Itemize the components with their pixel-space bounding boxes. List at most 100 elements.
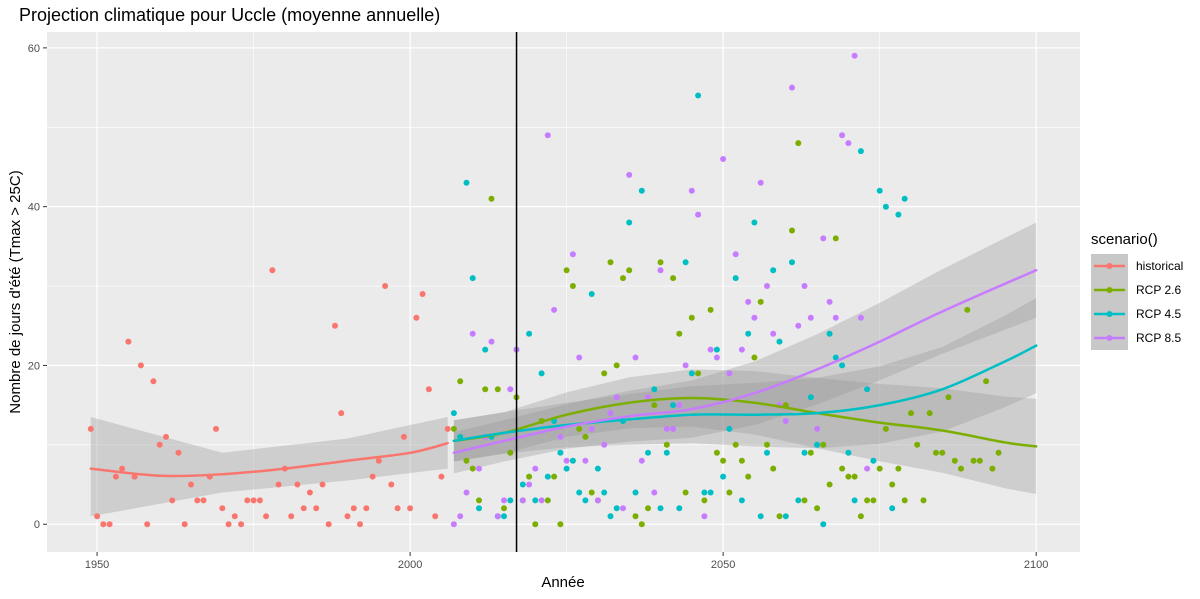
data-point bbox=[951, 457, 958, 464]
data-point bbox=[826, 298, 833, 305]
data-point bbox=[557, 433, 564, 440]
data-point bbox=[926, 410, 933, 417]
data-point bbox=[751, 219, 758, 226]
data-point bbox=[832, 354, 839, 361]
data-point bbox=[795, 497, 802, 504]
data-point bbox=[225, 521, 232, 528]
data-point bbox=[563, 267, 570, 274]
data-point bbox=[707, 306, 714, 313]
data-point bbox=[657, 259, 664, 266]
data-point bbox=[676, 505, 683, 512]
data-point bbox=[657, 505, 664, 512]
data-point bbox=[457, 513, 464, 520]
data-point bbox=[795, 322, 802, 329]
data-point bbox=[757, 298, 764, 305]
data-point bbox=[751, 314, 758, 321]
data-point bbox=[745, 330, 752, 337]
data-point bbox=[150, 378, 157, 385]
data-point bbox=[807, 394, 814, 401]
data-point bbox=[526, 473, 533, 480]
data-point bbox=[357, 521, 363, 528]
data-point bbox=[789, 227, 795, 234]
data-point bbox=[620, 275, 626, 282]
data-point bbox=[701, 489, 708, 496]
data-point bbox=[638, 457, 645, 464]
data-point bbox=[864, 465, 871, 472]
data-point bbox=[137, 362, 144, 369]
data-point bbox=[551, 473, 558, 480]
data-point bbox=[169, 497, 176, 504]
data-point bbox=[857, 314, 864, 321]
chart-title: Projection climatique pour Uccle (moyenn… bbox=[19, 5, 440, 25]
data-point bbox=[732, 275, 739, 282]
x-axis: 1950 2000 2050 2100 bbox=[85, 552, 1048, 571]
data-point bbox=[432, 513, 439, 520]
data-point bbox=[958, 465, 964, 472]
data-point bbox=[482, 386, 489, 393]
data-point bbox=[876, 465, 883, 472]
data-point bbox=[701, 513, 708, 520]
plot-panel bbox=[47, 32, 1080, 552]
confidence-band bbox=[90, 417, 448, 517]
legend-title: scenario() bbox=[1091, 231, 1158, 248]
data-point bbox=[519, 497, 526, 504]
data-point bbox=[463, 489, 470, 496]
data-point bbox=[983, 378, 990, 385]
data-point bbox=[263, 513, 270, 520]
data-point bbox=[832, 314, 839, 321]
data-point bbox=[726, 489, 733, 496]
data-point bbox=[632, 354, 639, 361]
data-point bbox=[438, 473, 445, 480]
data-point bbox=[94, 513, 101, 520]
data-point bbox=[106, 521, 113, 528]
data-point bbox=[864, 386, 871, 393]
data-point bbox=[670, 425, 677, 432]
y-axis: 0 20 40 60 bbox=[28, 43, 47, 531]
data-point bbox=[695, 211, 702, 218]
legend-label: historical bbox=[1136, 259, 1183, 273]
data-point bbox=[789, 84, 795, 91]
data-point bbox=[707, 489, 714, 496]
data-point bbox=[770, 267, 777, 274]
data-point bbox=[338, 410, 345, 417]
data-point bbox=[594, 465, 601, 472]
legend-key-point bbox=[1106, 335, 1113, 341]
data-point bbox=[682, 362, 689, 369]
data-point bbox=[745, 298, 752, 305]
data-point bbox=[676, 402, 683, 409]
grid-minor bbox=[47, 32, 1080, 552]
data-point bbox=[469, 275, 476, 282]
data-point bbox=[738, 497, 745, 504]
data-point bbox=[463, 457, 470, 464]
data-point bbox=[713, 449, 720, 456]
confidence-band bbox=[453, 222, 1037, 474]
data-point bbox=[901, 497, 908, 504]
data-point bbox=[582, 433, 589, 440]
data-point bbox=[920, 497, 927, 504]
legend-label: RCP 4.5 bbox=[1136, 307, 1181, 321]
data-point bbox=[382, 283, 389, 289]
data-point bbox=[745, 473, 752, 480]
data-point bbox=[670, 275, 677, 282]
data-point bbox=[450, 410, 457, 417]
data-point bbox=[726, 370, 733, 377]
data-point bbox=[764, 283, 770, 289]
data-point bbox=[601, 489, 608, 496]
data-point bbox=[839, 132, 846, 139]
data-point bbox=[707, 346, 714, 353]
data-point bbox=[476, 497, 482, 504]
data-point bbox=[738, 457, 745, 464]
data-point bbox=[764, 441, 770, 448]
data-point bbox=[607, 513, 614, 520]
data-point bbox=[87, 425, 94, 432]
data-point bbox=[507, 449, 514, 456]
data-point bbox=[413, 314, 420, 321]
data-point bbox=[933, 449, 939, 456]
data-point bbox=[939, 449, 946, 456]
data-point bbox=[375, 457, 382, 464]
data-point bbox=[889, 481, 896, 488]
data-point bbox=[826, 481, 833, 488]
data-point bbox=[895, 211, 902, 218]
data-point bbox=[469, 465, 476, 472]
data-point bbox=[814, 425, 821, 432]
